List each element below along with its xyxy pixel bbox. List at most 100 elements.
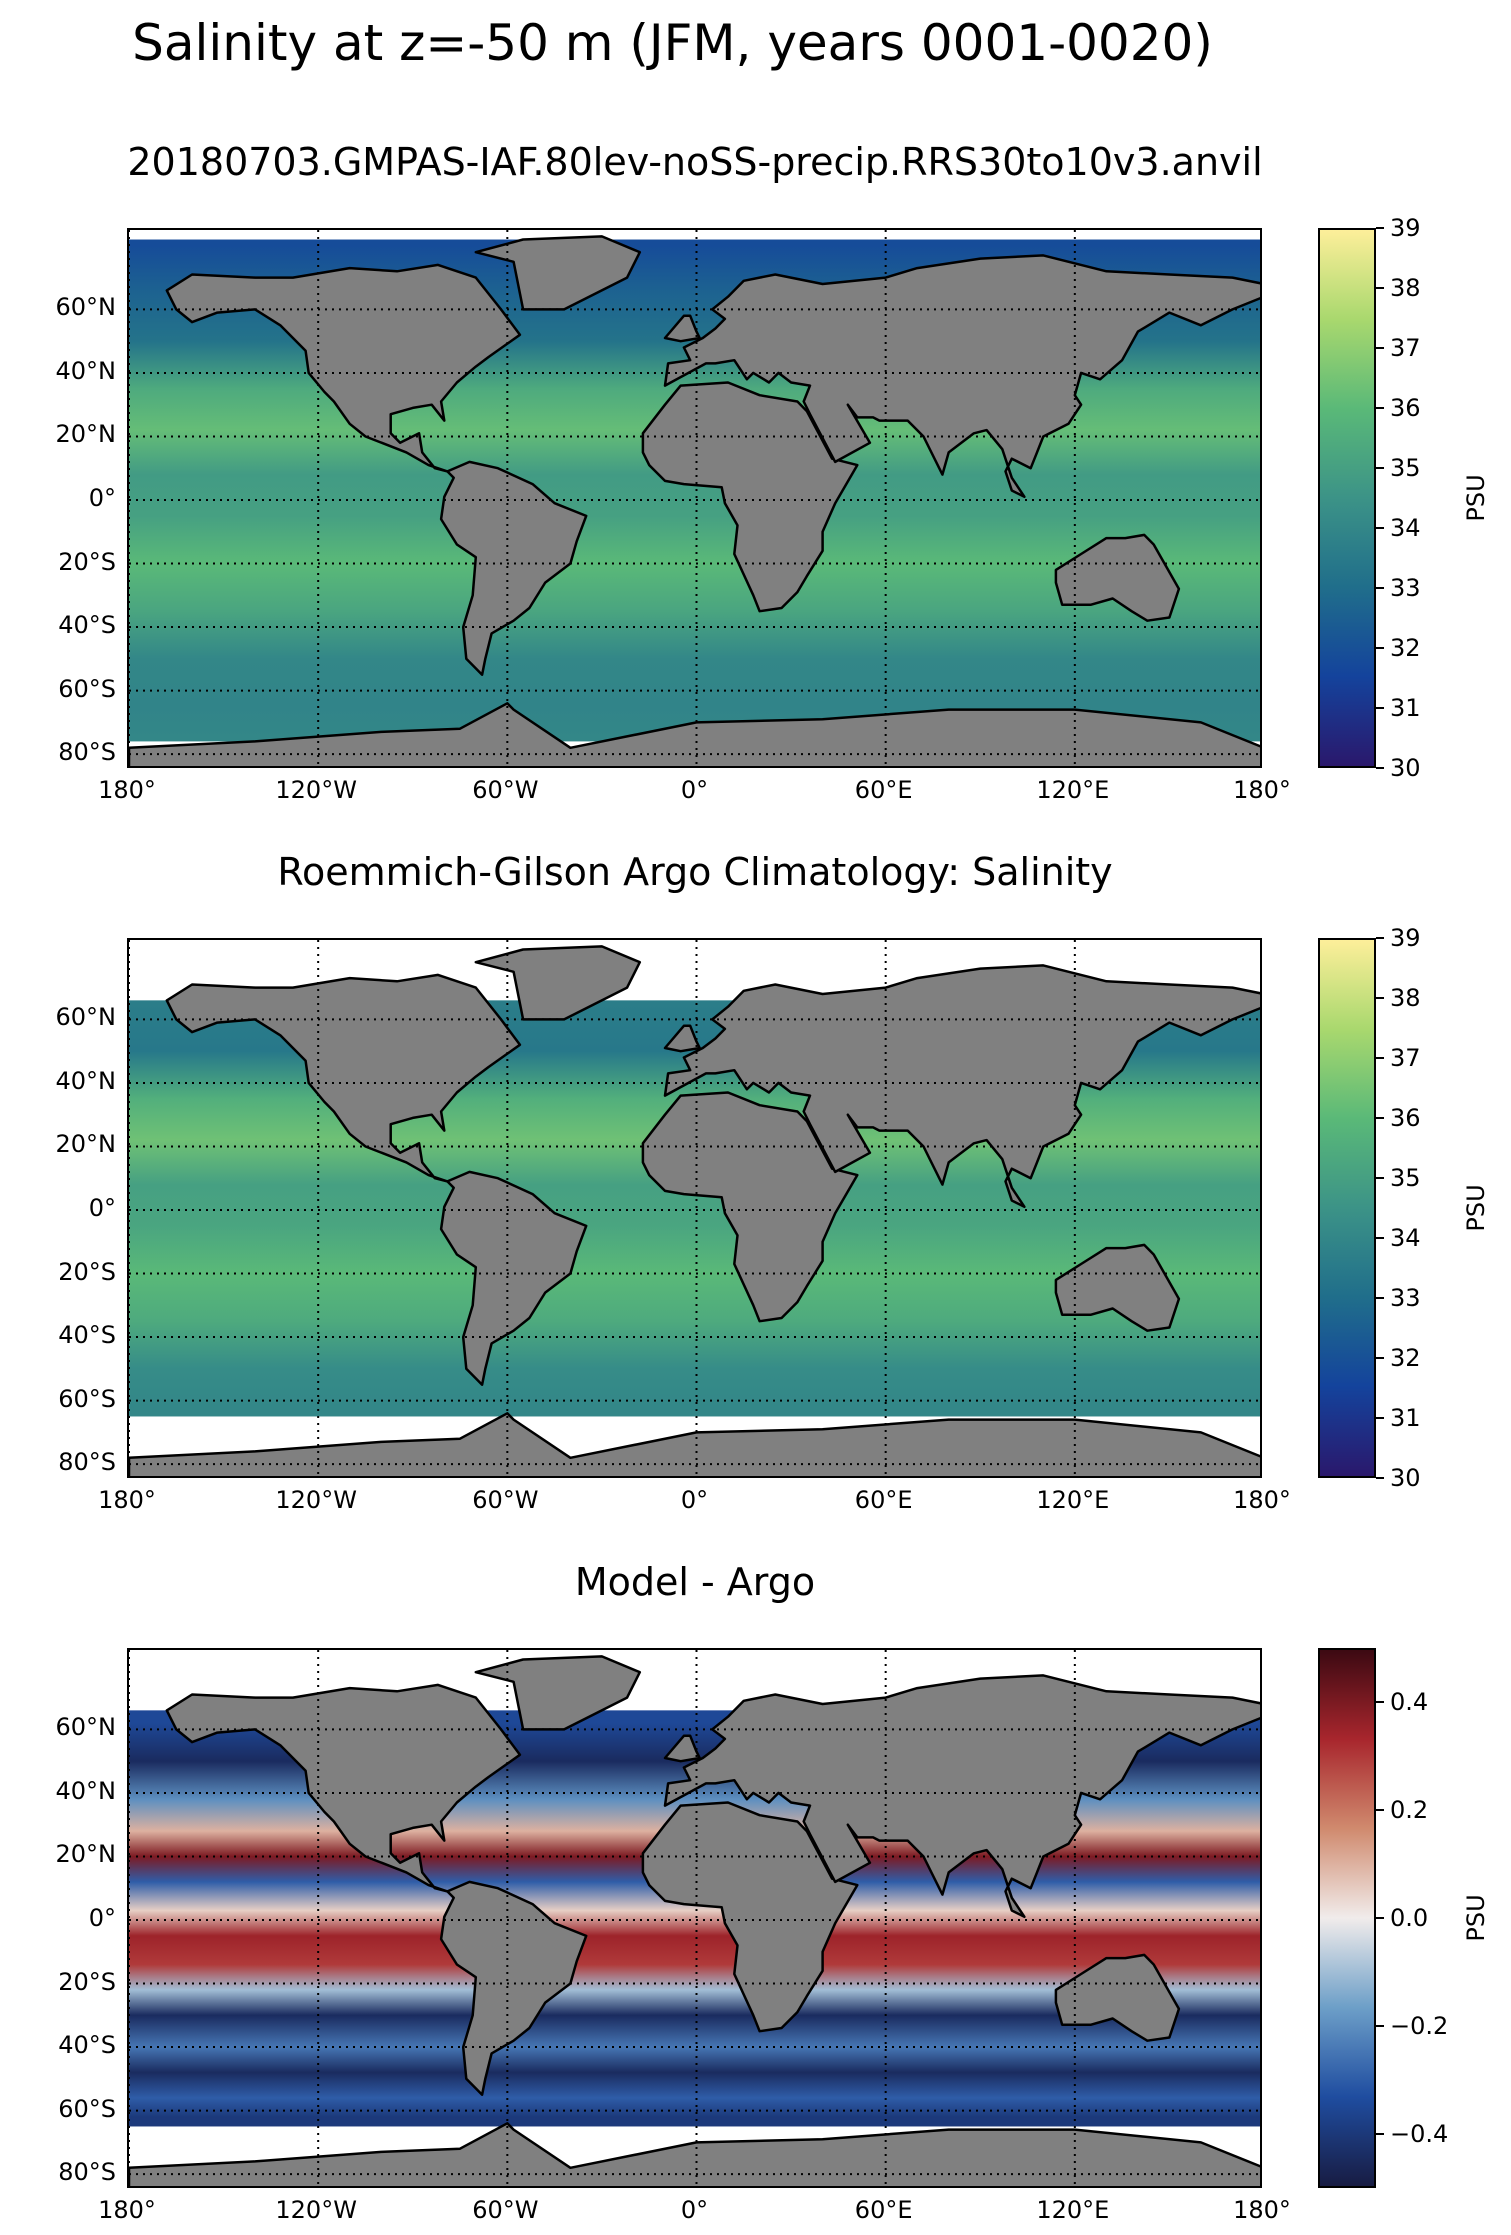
colorbar-tick-mark bbox=[1376, 1809, 1384, 1811]
land-mass-1 bbox=[165, 1683, 522, 1893]
y-tick-label: 20°N bbox=[55, 1130, 117, 1159]
colorbar-tick-mark bbox=[1376, 767, 1384, 769]
land-mass-3 bbox=[474, 1655, 642, 1731]
x-tick-label: 60°W bbox=[472, 776, 539, 804]
x-tick-label: 0° bbox=[680, 2196, 709, 2224]
colorbar-tick-label: −0.2 bbox=[1390, 2012, 1449, 2040]
colorbar-tick-mark bbox=[1376, 1117, 1384, 1119]
y-tick-label: 20°S bbox=[58, 1257, 116, 1286]
land-mass-3 bbox=[474, 945, 642, 1021]
colorbar-unit-label: PSU bbox=[1462, 1184, 1490, 1232]
land-mass-7 bbox=[129, 1412, 1260, 1476]
colorbar-tick-mark bbox=[1376, 2025, 1384, 2027]
y-tick-label: 40°S bbox=[58, 2031, 116, 2060]
land-mass-4 bbox=[641, 381, 859, 613]
colorbar-tick-mark bbox=[1376, 1177, 1384, 1179]
colorbar-tick-label: 32 bbox=[1390, 1344, 1421, 1372]
land-mass-5 bbox=[663, 254, 1260, 499]
land-mass-8 bbox=[663, 1734, 701, 1763]
y-tick-label: 0° bbox=[88, 484, 116, 512]
colorbar-tick-mark bbox=[1376, 647, 1384, 649]
colorbar-3 bbox=[1318, 1648, 1376, 2188]
panel-title-2: Roemmich-Gilson Argo Climatology: Salini… bbox=[277, 850, 1113, 894]
y-tick-label: 20°S bbox=[58, 1967, 116, 1996]
colorbar-tick-label: 39 bbox=[1390, 924, 1421, 952]
land-mass-7 bbox=[129, 2122, 1260, 2186]
colorbar-tick-mark bbox=[1376, 287, 1384, 289]
y-tick-label: 60°S bbox=[58, 2094, 116, 2123]
y-tick-label: 60°N bbox=[55, 1003, 117, 1032]
y-tick-label: 40°N bbox=[55, 356, 117, 385]
colorbar-tick-label: 38 bbox=[1390, 274, 1421, 302]
land-mass-8 bbox=[663, 314, 701, 343]
x-tick-label: 0° bbox=[680, 776, 709, 804]
colorbar-tick-mark bbox=[1376, 467, 1384, 469]
land-mass-8 bbox=[663, 1024, 701, 1053]
colorbar-tick-mark bbox=[1376, 1057, 1384, 1059]
panel-title-3: Model - Argo bbox=[574, 1560, 816, 1604]
y-tick-label: 80°S bbox=[58, 1448, 116, 1477]
y-tick-label: 40°S bbox=[58, 1321, 116, 1350]
map-svg-2 bbox=[129, 940, 1260, 1476]
map-svg-1 bbox=[129, 230, 1260, 766]
colorbar-tick-mark bbox=[1376, 937, 1384, 939]
colorbar-tick-mark bbox=[1376, 1701, 1384, 1703]
x-tick-label: 120°E bbox=[1036, 2196, 1110, 2224]
land-mass-6 bbox=[1054, 1243, 1181, 1332]
land-mass-2 bbox=[439, 1880, 588, 2096]
colorbar-tick-mark bbox=[1376, 1477, 1384, 1479]
colorbar-tick-label: 33 bbox=[1390, 574, 1421, 602]
colorbar-unit-label: PSU bbox=[1462, 474, 1490, 522]
colorbar-tick-label: 36 bbox=[1390, 394, 1421, 422]
land-mass-2 bbox=[439, 460, 588, 676]
x-tick-label: 180° bbox=[98, 2196, 156, 2224]
x-tick-label: 60°W bbox=[472, 2196, 539, 2224]
colorbar-tick-label: 38 bbox=[1390, 984, 1421, 1012]
colorbar-tick-label: 35 bbox=[1390, 454, 1421, 482]
colorbar-tick-label: 37 bbox=[1390, 1044, 1421, 1072]
colorbar-tick-mark bbox=[1376, 1237, 1384, 1239]
x-tick-label: 120°W bbox=[275, 1486, 357, 1514]
land-mass-1 bbox=[165, 263, 522, 473]
colorbar-tick-label: 39 bbox=[1390, 214, 1421, 242]
x-tick-label: 120°E bbox=[1036, 1486, 1110, 1514]
colorbar-tick-label: −0.4 bbox=[1390, 2120, 1449, 2148]
x-tick-label: 180° bbox=[1233, 2196, 1291, 2224]
land-mass-4 bbox=[641, 1801, 859, 2033]
colorbar-tick-mark bbox=[1376, 407, 1384, 409]
land-mass-6 bbox=[1054, 533, 1181, 622]
x-tick-label: 180° bbox=[98, 1486, 156, 1514]
figure-title: Salinity at z=-50 m (JFM, years 0001-002… bbox=[132, 14, 1213, 72]
land-mass-5 bbox=[663, 1674, 1260, 1919]
colorbar-tick-label: 33 bbox=[1390, 1284, 1421, 1312]
land-mass-6 bbox=[1054, 1953, 1181, 2042]
y-tick-label: 20°N bbox=[55, 1840, 117, 1869]
colorbar-tick-mark bbox=[1376, 997, 1384, 999]
colorbar-tick-label: 35 bbox=[1390, 1164, 1421, 1192]
land-mass-4 bbox=[641, 1091, 859, 1323]
y-tick-label: 20°S bbox=[58, 547, 116, 576]
x-tick-label: 120°W bbox=[275, 2196, 357, 2224]
y-tick-label: 80°S bbox=[58, 738, 116, 767]
colorbar-2 bbox=[1318, 938, 1376, 1478]
x-tick-label: 120°E bbox=[1036, 776, 1110, 804]
y-tick-label: 40°S bbox=[58, 611, 116, 640]
x-tick-label: 120°W bbox=[275, 776, 357, 804]
y-tick-label: 40°N bbox=[55, 1776, 117, 1805]
panel-title-1: 20180703.GMPAS-IAF.80lev-noSS-precip.RRS… bbox=[127, 140, 1263, 184]
land-mass-2 bbox=[439, 1170, 588, 1386]
colorbar-tick-label: 36 bbox=[1390, 1104, 1421, 1132]
colorbar-tick-label: 37 bbox=[1390, 334, 1421, 362]
colorbar-1 bbox=[1318, 228, 1376, 768]
colorbar-tick-mark bbox=[1376, 227, 1384, 229]
x-tick-label: 60°E bbox=[854, 2196, 913, 2224]
x-tick-label: 60°W bbox=[472, 1486, 539, 1514]
colorbar-tick-label: 0.0 bbox=[1390, 1904, 1429, 1932]
colorbar-tick-label: 31 bbox=[1390, 1404, 1421, 1432]
y-tick-label: 40°N bbox=[55, 1066, 117, 1095]
colorbar-tick-label: 31 bbox=[1390, 694, 1421, 722]
x-tick-label: 60°E bbox=[854, 776, 913, 804]
y-tick-label: 60°N bbox=[55, 1713, 117, 1742]
y-tick-label: 60°N bbox=[55, 293, 117, 322]
y-tick-label: 0° bbox=[88, 1194, 116, 1222]
